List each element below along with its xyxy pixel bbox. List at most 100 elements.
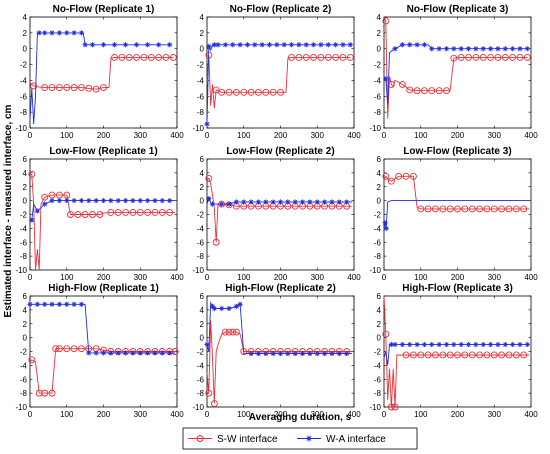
data-point xyxy=(476,351,483,359)
data-point xyxy=(147,53,155,61)
data-point xyxy=(295,53,303,61)
data-point xyxy=(66,211,74,218)
data-point xyxy=(114,208,122,216)
data-point xyxy=(252,42,258,48)
data-point xyxy=(111,42,118,48)
x-tick-label: 0 xyxy=(382,273,387,282)
y-tick-label: -2 xyxy=(197,61,205,70)
data-point xyxy=(443,341,450,348)
data-point xyxy=(468,205,476,213)
data-point xyxy=(29,217,35,223)
series-wa xyxy=(382,200,530,231)
data-point xyxy=(409,172,417,180)
plot-area xyxy=(206,158,355,271)
data-point xyxy=(259,42,265,48)
data-point xyxy=(209,201,216,207)
y-tick-label: -8 xyxy=(197,108,205,117)
data-point xyxy=(28,170,36,178)
x-tick-label: 100 xyxy=(60,131,74,140)
x-tick-label: 400 xyxy=(524,131,538,140)
data-point xyxy=(303,42,309,48)
data-point xyxy=(391,403,399,411)
data-point xyxy=(263,199,269,205)
data-point xyxy=(270,199,276,205)
data-point xyxy=(329,199,335,205)
data-point xyxy=(115,198,121,204)
data-point xyxy=(136,208,144,216)
data-point xyxy=(480,341,486,348)
data-point xyxy=(205,174,213,182)
data-point xyxy=(155,53,163,61)
data-point xyxy=(292,199,298,205)
y-tick-label: -4 xyxy=(197,224,205,233)
data-point xyxy=(70,84,78,92)
data-point xyxy=(461,351,469,359)
data-point xyxy=(42,301,48,307)
data-point xyxy=(240,88,248,96)
y-tick-label: 4 xyxy=(377,13,382,22)
data-point xyxy=(302,53,310,61)
x-tick-label: 100 xyxy=(60,410,74,419)
data-point xyxy=(387,403,395,411)
data-point xyxy=(420,87,428,95)
data-point xyxy=(399,341,405,348)
y-tick-label: -2 xyxy=(374,211,382,220)
data-point xyxy=(144,208,152,216)
panel-3: No-Flow (Replicate 3) 0 100 200 300 400 4 2 0 -2 -… xyxy=(369,4,538,140)
data-point xyxy=(336,350,342,357)
y-tick-label: 0 xyxy=(23,45,28,54)
data-point xyxy=(100,84,107,92)
data-point xyxy=(310,42,317,48)
data-point xyxy=(159,350,165,356)
data-point xyxy=(145,198,151,204)
data-point xyxy=(122,208,130,216)
series-line xyxy=(30,303,176,354)
data-point xyxy=(56,301,62,307)
data-point xyxy=(516,53,524,61)
x-tick-label: 0 xyxy=(205,410,210,419)
data-point xyxy=(92,85,100,93)
data-point xyxy=(428,87,436,95)
data-point xyxy=(81,211,89,218)
data-point xyxy=(86,350,92,356)
data-point xyxy=(479,53,487,61)
series-sw xyxy=(382,172,530,213)
data-point xyxy=(329,350,335,357)
data-point xyxy=(219,201,225,207)
data-point xyxy=(77,84,85,92)
data-point xyxy=(382,172,390,180)
data-point xyxy=(439,205,447,213)
data-point xyxy=(495,341,501,348)
data-point xyxy=(443,87,450,95)
data-point xyxy=(248,350,254,357)
data-point xyxy=(285,199,291,205)
series-line xyxy=(29,56,174,90)
data-point xyxy=(218,88,226,96)
y-axis-label: Estimated interface - measured interface… xyxy=(3,104,14,317)
data-point xyxy=(274,42,280,48)
data-point xyxy=(115,350,121,356)
data-point xyxy=(299,199,306,205)
data-point xyxy=(498,205,506,213)
data-point xyxy=(517,46,523,52)
panel-title: Low-Flow (Replicate 3) xyxy=(403,146,511,157)
data-point xyxy=(520,351,528,359)
y-tick-label: 2 xyxy=(23,320,28,329)
data-point xyxy=(483,351,491,359)
data-point xyxy=(100,198,107,204)
data-point xyxy=(402,172,410,180)
y-tick-label: -6 xyxy=(374,92,382,101)
data-point xyxy=(502,341,508,348)
x-tick-label: 400 xyxy=(347,131,361,140)
data-point xyxy=(64,198,70,204)
y-tick-label: 6 xyxy=(377,292,382,301)
data-point xyxy=(27,301,33,307)
series-line xyxy=(383,295,530,408)
data-point xyxy=(93,350,99,356)
data-point xyxy=(205,389,213,397)
x-tick-label: 200 xyxy=(451,273,465,282)
data-point xyxy=(36,30,42,36)
x-tick-label: 300 xyxy=(311,131,325,140)
data-point xyxy=(510,341,516,348)
